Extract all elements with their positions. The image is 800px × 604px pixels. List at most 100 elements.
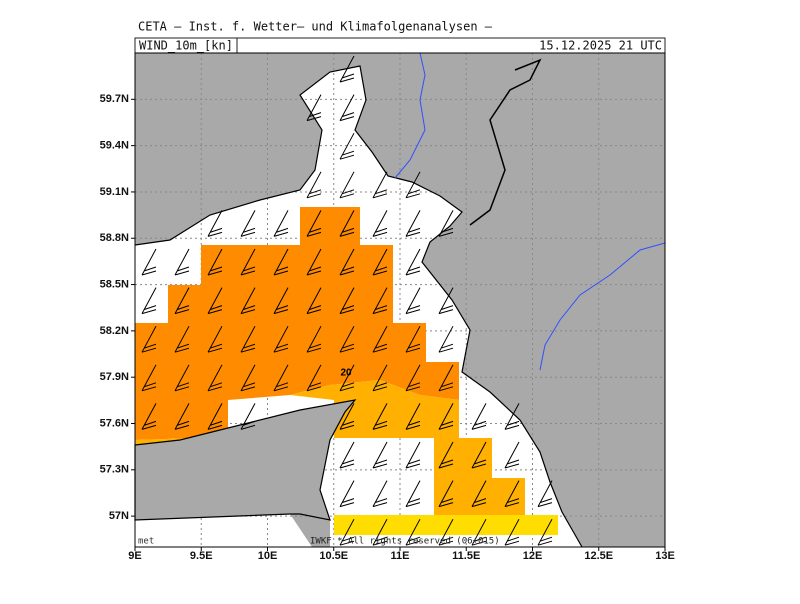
wind-barb bbox=[537, 480, 553, 508]
wind-barb bbox=[174, 325, 190, 353]
y-tick-label: 57N bbox=[109, 510, 129, 522]
wind-zone bbox=[334, 515, 558, 535]
wind-barb bbox=[339, 325, 355, 353]
x-tick-label: 12E bbox=[523, 550, 543, 562]
wind-barb bbox=[471, 403, 487, 430]
wind-barb bbox=[273, 287, 289, 315]
wind-barb bbox=[438, 210, 454, 237]
wind-barb bbox=[339, 287, 355, 315]
river bbox=[539, 242, 666, 371]
wind-barb bbox=[273, 248, 289, 276]
wind-barb bbox=[240, 248, 256, 276]
wind-barb bbox=[174, 248, 190, 276]
wind-barb bbox=[405, 441, 421, 469]
wind-barb bbox=[372, 480, 388, 508]
wind-barb bbox=[306, 287, 322, 315]
wind-barb bbox=[240, 287, 256, 315]
y-tick-label: 59.1N bbox=[100, 186, 129, 198]
wind-barb bbox=[240, 403, 256, 430]
wind-barb bbox=[240, 364, 256, 392]
wind-barb bbox=[405, 287, 421, 315]
wind-barb bbox=[405, 325, 421, 353]
y-tick-label: 57.6N bbox=[100, 417, 129, 429]
wind-barb bbox=[438, 518, 454, 546]
wind-barb bbox=[504, 518, 520, 546]
wind-barb bbox=[141, 403, 157, 430]
wind-barb bbox=[372, 441, 388, 469]
wind-barb bbox=[240, 210, 256, 237]
x-tick-label: 9.5E bbox=[190, 550, 213, 562]
y-tick-label: 59.4N bbox=[100, 140, 129, 152]
wind-barb bbox=[339, 210, 355, 237]
wind-barb bbox=[438, 441, 454, 469]
wind-barb bbox=[438, 287, 454, 315]
wind-barb bbox=[207, 364, 223, 392]
footer-left: met bbox=[138, 537, 154, 547]
wind-barb bbox=[273, 364, 289, 392]
wind-barb bbox=[405, 364, 421, 392]
wind-barb bbox=[207, 403, 223, 430]
wind-barb bbox=[339, 171, 355, 199]
wind-barb bbox=[207, 210, 223, 237]
wind-barb bbox=[504, 480, 520, 508]
wind-barb bbox=[504, 403, 520, 430]
y-tick-label: 59.7N bbox=[100, 93, 129, 105]
wind-barb bbox=[141, 325, 157, 353]
wind-barb bbox=[141, 287, 157, 315]
wind-barb bbox=[306, 210, 322, 237]
wind-barb bbox=[141, 248, 157, 276]
wind-barb bbox=[438, 480, 454, 508]
plot-area: 20 met IWKF * All rights reserved (06+01… bbox=[134, 52, 666, 548]
y-tick-label: 57.3N bbox=[100, 464, 129, 476]
wind-barb bbox=[306, 248, 322, 276]
contour-label: 20 bbox=[340, 368, 352, 379]
wind-barb bbox=[405, 518, 421, 546]
wind-barb bbox=[372, 210, 388, 237]
wind-barb bbox=[207, 248, 223, 276]
wind-barb bbox=[339, 94, 355, 122]
wind-barb bbox=[405, 480, 421, 508]
wind-barb bbox=[372, 325, 388, 353]
wind-barb bbox=[306, 325, 322, 353]
wind-barb bbox=[372, 171, 388, 199]
jutland bbox=[134, 399, 357, 521]
field-name: WIND_10m_[kn] bbox=[139, 39, 233, 53]
wind-barb bbox=[306, 171, 322, 199]
x-tick-label: 10E bbox=[258, 550, 278, 562]
wind-barb bbox=[339, 132, 355, 160]
wind-barb bbox=[339, 518, 355, 546]
x-tick-label: 11.5E bbox=[452, 550, 480, 562]
wind-barb bbox=[405, 210, 421, 237]
wind-barb bbox=[372, 518, 388, 546]
wind-barb bbox=[438, 403, 454, 430]
wind-barb bbox=[174, 364, 190, 392]
wind-barb bbox=[438, 364, 454, 392]
wind-barb bbox=[306, 94, 322, 122]
wind-barb bbox=[141, 364, 157, 392]
header-title: CETA – Inst. f. Wetter– und Klimafolgena… bbox=[138, 20, 493, 34]
wind-barb bbox=[207, 287, 223, 315]
wind-barb bbox=[339, 441, 355, 469]
wind-barb bbox=[405, 171, 421, 199]
x-tick-label: 11E bbox=[391, 550, 410, 562]
river bbox=[394, 52, 426, 179]
x-tick-label: 9E bbox=[128, 550, 141, 562]
wind-barb bbox=[372, 364, 388, 392]
y-tick-label: 58.5N bbox=[100, 278, 129, 290]
y-tick-label: 58.2N bbox=[100, 325, 129, 337]
y-tick-label: 58.8N bbox=[100, 232, 129, 244]
wind-barb bbox=[273, 325, 289, 353]
coastline bbox=[134, 65, 583, 548]
wind-barb bbox=[339, 55, 355, 83]
wind-barb bbox=[372, 287, 388, 315]
wind-barb bbox=[405, 403, 421, 430]
wind-barb bbox=[504, 441, 520, 469]
wind-barb bbox=[339, 403, 355, 430]
wind-barb bbox=[207, 325, 223, 353]
wind-barb bbox=[240, 325, 256, 353]
wind-barb bbox=[372, 248, 388, 276]
wind-barb bbox=[174, 287, 190, 315]
x-tick-label: 10.5E bbox=[319, 550, 348, 562]
wind-barb bbox=[438, 325, 454, 353]
